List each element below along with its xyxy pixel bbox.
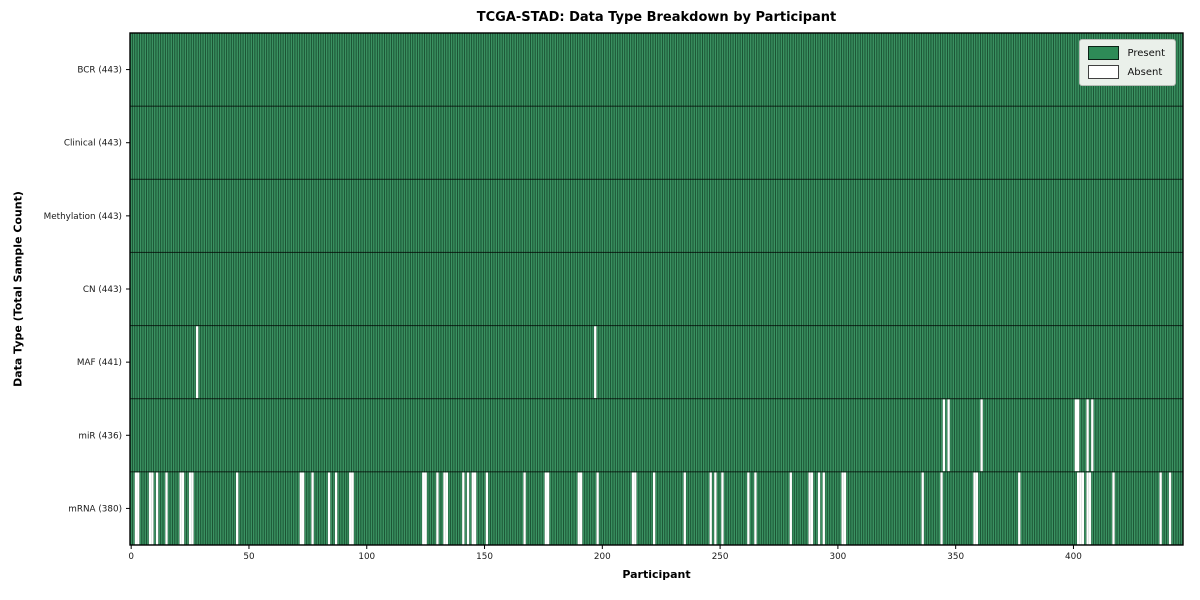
x-tick-label: 350: [947, 552, 964, 562]
x-tick-label: 300: [829, 552, 846, 562]
y-tick-label-Methylation: Methylation (443): [44, 212, 122, 222]
x-tick-label: 0: [128, 552, 134, 562]
x-tick-label: 200: [594, 552, 611, 562]
x-axis-label: Participant: [622, 568, 691, 581]
legend: Present Absent: [1079, 39, 1176, 86]
legend-item-absent: Absent: [1088, 65, 1165, 79]
present-swatch: [1088, 46, 1120, 60]
chart-title: TCGA-STAD: Data Type Breakdown by Partic…: [476, 10, 837, 25]
x-tick-label: 400: [1065, 552, 1082, 562]
legend-label-present: Present: [1127, 47, 1165, 59]
y-tick-label-BCR: BCR (443): [77, 66, 122, 76]
x-tick-label: 100: [358, 552, 375, 562]
y-tick-label-miR: miR (436): [78, 431, 122, 441]
x-tick-label: 150: [476, 552, 493, 562]
y-tick-label-Clinical: Clinical (443): [64, 139, 122, 149]
y-tick-label-MAF: MAF (441): [77, 358, 122, 368]
y-tick-label-CN: CN (443): [83, 285, 122, 295]
x-tick-label: 50: [243, 552, 255, 562]
legend-item-present: Present: [1088, 46, 1165, 60]
legend-label-absent: Absent: [1127, 66, 1163, 78]
y-tick-label-mRNA: mRNA (380): [68, 504, 122, 514]
absent-swatch: [1088, 65, 1120, 79]
x-tick-label: 250: [712, 552, 729, 562]
